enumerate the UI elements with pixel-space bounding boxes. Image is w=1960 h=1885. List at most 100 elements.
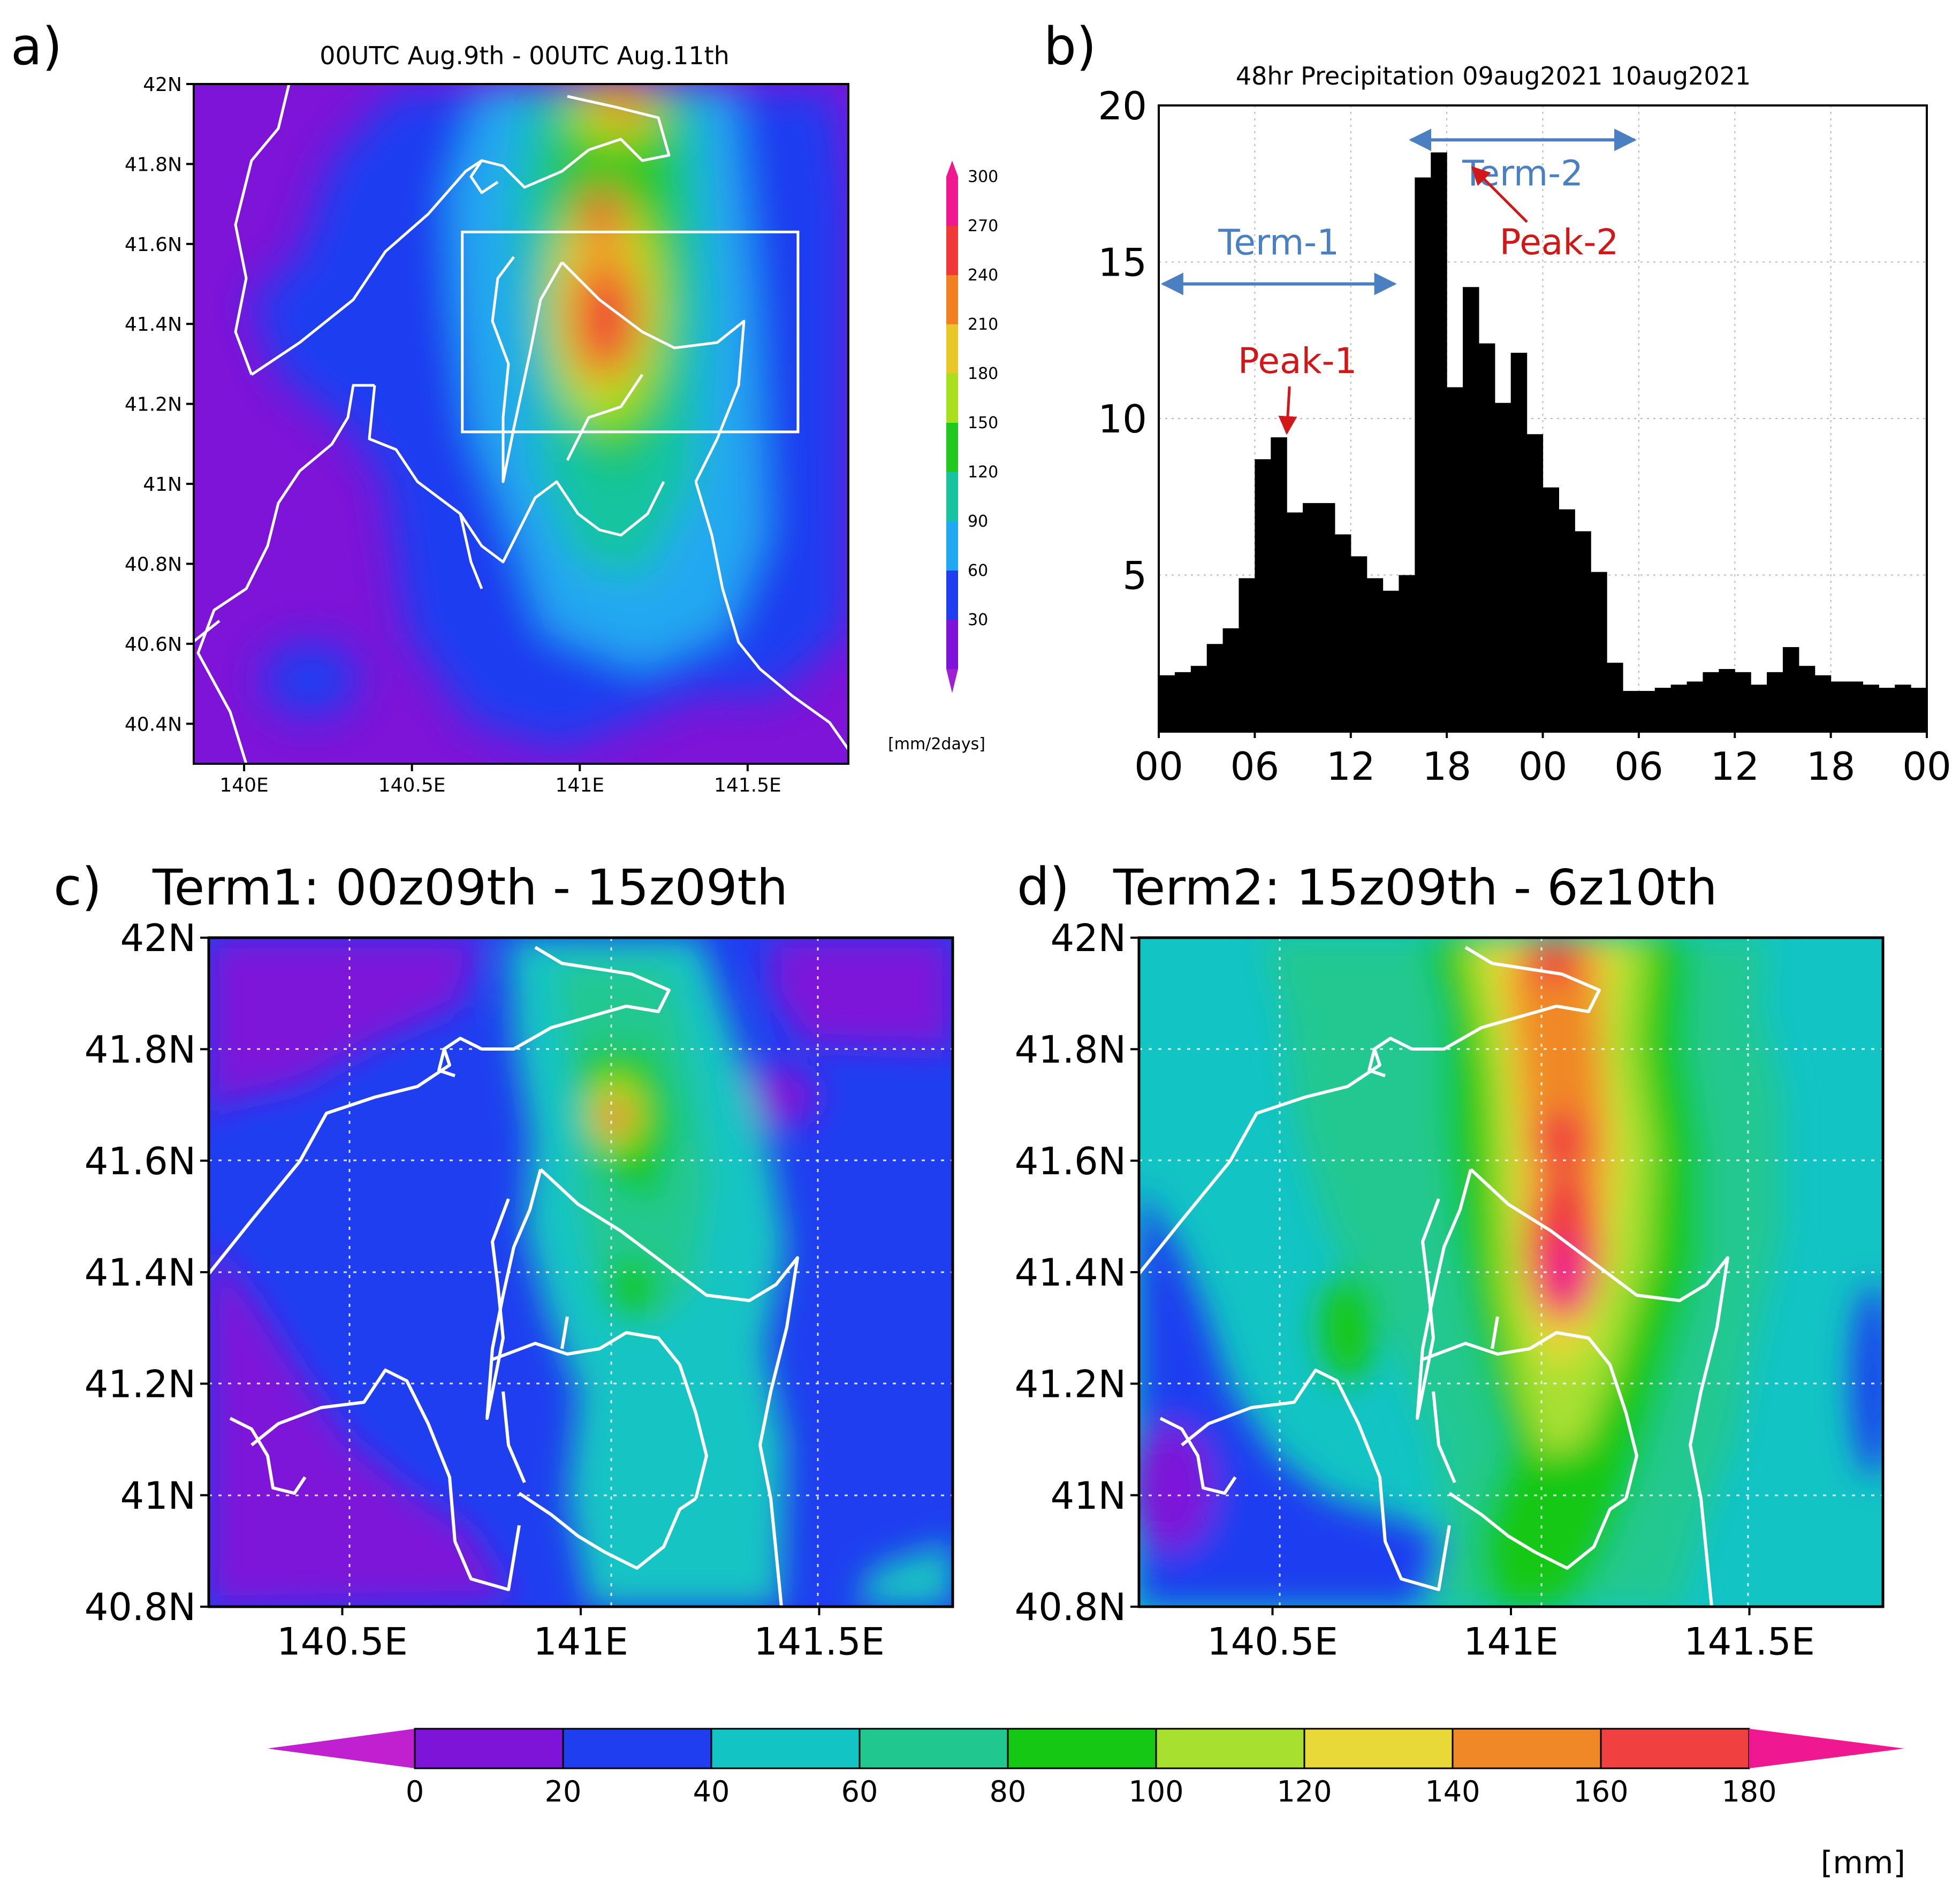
panel-c-label: c) bbox=[54, 857, 102, 917]
colorbar-label: 120 bbox=[1277, 1775, 1332, 1808]
colorbar-segment bbox=[1600, 1728, 1750, 1769]
bar bbox=[1478, 343, 1495, 732]
bar bbox=[1686, 681, 1704, 732]
panel-b-plot: 00 06 12 18 00 06 12 18 005101520Term-1Term-2Pea… bbox=[1098, 83, 1951, 789]
colorbar-label: 100 bbox=[1128, 1775, 1183, 1808]
bar bbox=[1382, 590, 1400, 732]
y-tick-label: 41N bbox=[120, 1474, 196, 1518]
bar bbox=[1798, 666, 1815, 732]
bar bbox=[1303, 503, 1319, 732]
panel-d-axes: 140.5E 141E 141.5E 42N 41.8N 41.6N 41.4N 41.2N 4… bbox=[1015, 916, 1815, 1663]
x-tick-label: 140.5E bbox=[1207, 1620, 1338, 1664]
bar bbox=[1463, 287, 1479, 732]
bar bbox=[1447, 387, 1463, 732]
colorbar-label: 210 bbox=[968, 315, 998, 334]
colorbar-segment bbox=[1155, 1728, 1305, 1769]
bar bbox=[1703, 672, 1719, 732]
panel-d: d) Term2: 15z09th - 6z10th bbox=[1015, 857, 1885, 1664]
x-tick-label: 141.5E bbox=[714, 774, 781, 796]
y-tick-label: 41.6N bbox=[125, 234, 182, 256]
colorbar-segment bbox=[946, 324, 958, 374]
y-tick-label: 41N bbox=[1051, 1474, 1126, 1518]
colorbar-label: 60 bbox=[968, 561, 988, 580]
colorbar-segment bbox=[946, 620, 958, 670]
bar bbox=[1543, 487, 1559, 732]
colorbar-min-arrow bbox=[268, 1729, 415, 1768]
colorbar-segment bbox=[562, 1728, 712, 1769]
bar bbox=[1190, 666, 1207, 732]
colorbar-segment bbox=[946, 177, 958, 226]
bar bbox=[1830, 681, 1848, 732]
y-tick-label: 41.4N bbox=[1015, 1251, 1126, 1295]
bar bbox=[1911, 688, 1927, 732]
y-tick-label: 41.2N bbox=[1015, 1363, 1126, 1407]
x-tick-label: 141.5E bbox=[754, 1620, 885, 1664]
bar bbox=[1431, 152, 1447, 732]
colorbar-max-arrow bbox=[946, 161, 958, 177]
shared-colorbar: 0 20 40 60 80 100 120 140 160 180 bbox=[268, 1728, 1904, 1808]
bar bbox=[1174, 672, 1191, 732]
colorbar-label: 30 bbox=[968, 611, 988, 629]
bar bbox=[1638, 690, 1655, 732]
bar bbox=[1239, 578, 1255, 732]
colorbar-label: 0 bbox=[406, 1775, 424, 1808]
colorbar-label: 150 bbox=[968, 414, 998, 432]
y-tick-label: 40.4N bbox=[125, 713, 182, 735]
colorbar-label: 20 bbox=[545, 1775, 582, 1808]
x-tick-label: 00 bbox=[1518, 744, 1568, 789]
panel-a-colorbar: 30 60 90 120 150 180 210 240 270 300 bbox=[946, 161, 998, 693]
colorbar-segment bbox=[946, 374, 958, 423]
bar bbox=[1255, 459, 1271, 732]
y-tick-label: 41.6N bbox=[1015, 1139, 1126, 1183]
y-tick-label: 41.4N bbox=[125, 314, 182, 336]
peak-arrow bbox=[1278, 386, 1297, 435]
bar bbox=[1814, 675, 1832, 732]
bar bbox=[1767, 672, 1783, 732]
x-tick-label: 141E bbox=[533, 1620, 628, 1664]
bar bbox=[1510, 353, 1528, 732]
colorbar-segment bbox=[1452, 1728, 1602, 1769]
bar bbox=[1350, 556, 1368, 732]
bar bbox=[1751, 685, 1767, 732]
panel-a: a) 00UTC Aug.9th - 00UTC Aug.11th bbox=[11, 17, 998, 796]
y-tick-label: 41.2N bbox=[85, 1363, 196, 1407]
y-tick-label: 42N bbox=[1051, 916, 1126, 960]
x-tick-label: 18 bbox=[1422, 744, 1471, 789]
panel-c-axes: 140.5E 141E 141.5E 42N 41.8N 41.6N 41.4N 41.2N 4… bbox=[85, 916, 885, 1663]
colorbar-segment bbox=[710, 1728, 861, 1769]
panel-b: b) 48hr Precipitation 09aug2021 10aug202… bbox=[1044, 17, 1951, 789]
x-tick-label: 12 bbox=[1710, 744, 1759, 789]
term-label: Term-1 bbox=[1218, 222, 1339, 263]
colorbar-max-arrow bbox=[1749, 1729, 1904, 1768]
colorbar-segment bbox=[414, 1728, 564, 1769]
y-tick-label: 10 bbox=[1098, 397, 1147, 442]
y-tick-label: 40.8N bbox=[125, 553, 182, 575]
colorbar-label: 90 bbox=[968, 512, 988, 531]
peak-arrow bbox=[1471, 166, 1528, 223]
y-tick-label: 41N bbox=[143, 474, 182, 496]
panel-c-coastline bbox=[209, 946, 799, 1607]
colorbar-segment bbox=[946, 472, 958, 522]
y-tick-label: 41.4N bbox=[85, 1251, 196, 1295]
bar bbox=[1334, 534, 1351, 732]
x-tick-label: 140.5E bbox=[378, 774, 446, 796]
bar bbox=[1271, 437, 1287, 732]
bar bbox=[1670, 685, 1688, 732]
colorbar-segment bbox=[1303, 1728, 1454, 1769]
y-tick-label: 41.8N bbox=[85, 1028, 196, 1072]
colorbar-label: 40 bbox=[693, 1775, 730, 1808]
x-tick-label: 18 bbox=[1806, 744, 1856, 789]
bar bbox=[1526, 434, 1544, 732]
colorbar-segment bbox=[946, 226, 958, 276]
colorbar-segment bbox=[1007, 1728, 1157, 1769]
y-tick-label: 42N bbox=[143, 74, 182, 96]
x-tick-label: 140.5E bbox=[277, 1620, 408, 1664]
colorbar-segment bbox=[946, 571, 958, 620]
colorbar-label: 80 bbox=[990, 1775, 1027, 1808]
bar bbox=[1847, 681, 1864, 732]
colorbar-label: 160 bbox=[1573, 1775, 1628, 1808]
bar bbox=[1622, 690, 1639, 732]
bar bbox=[1559, 509, 1575, 732]
colorbar-label: 120 bbox=[968, 463, 998, 482]
